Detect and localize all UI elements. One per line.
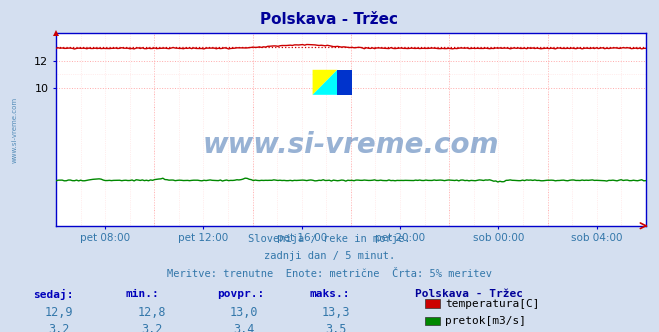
Text: 3,4: 3,4 [233,323,254,332]
Text: 13,3: 13,3 [322,306,351,319]
Text: 12,8: 12,8 [137,306,166,319]
Text: povpr.:: povpr.: [217,289,265,299]
FancyBboxPatch shape [337,70,352,95]
Text: 12,9: 12,9 [45,306,74,319]
Text: www.si-vreme.com: www.si-vreme.com [203,131,499,159]
Text: maks.:: maks.: [310,289,350,299]
Text: Slovenija / reke in morje.: Slovenija / reke in morje. [248,234,411,244]
Polygon shape [312,70,337,95]
Text: temperatura[C]: temperatura[C] [445,299,539,309]
Text: 13,0: 13,0 [229,306,258,319]
Text: sedaj:: sedaj: [33,289,73,300]
Text: 3,2: 3,2 [141,323,162,332]
Text: 3,5: 3,5 [326,323,347,332]
Text: Polskava - Tržec: Polskava - Tržec [260,12,399,27]
Text: 3,2: 3,2 [49,323,70,332]
Text: pretok[m3/s]: pretok[m3/s] [445,316,526,326]
Text: Meritve: trenutne  Enote: metrične  Črta: 5% meritev: Meritve: trenutne Enote: metrične Črta: … [167,269,492,279]
Text: Polskava - Tržec: Polskava - Tržec [415,289,523,299]
Text: min.:: min.: [125,289,159,299]
Polygon shape [312,70,337,95]
Text: www.si-vreme.com: www.si-vreme.com [12,96,18,163]
Text: zadnji dan / 5 minut.: zadnji dan / 5 minut. [264,251,395,261]
